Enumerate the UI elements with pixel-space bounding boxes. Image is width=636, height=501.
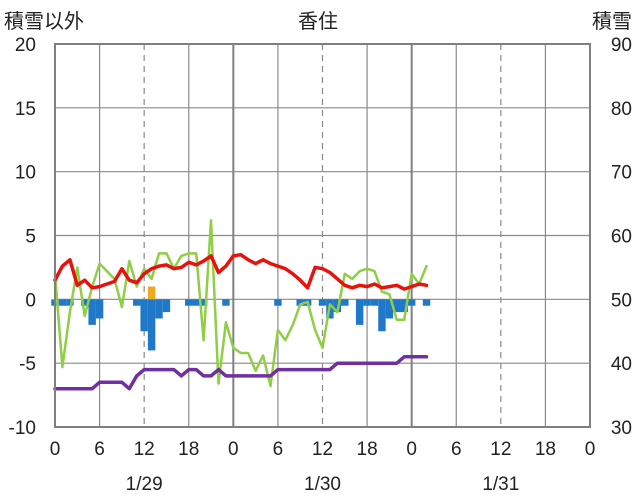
precip-bar [318,299,327,306]
precip-bar [192,299,200,306]
precip-bar [422,299,431,306]
precip-bar [407,299,416,306]
plot-frame [54,43,591,428]
precip-bar [385,299,394,319]
precip-bar [363,299,371,306]
right-y-tick-label: 60 [611,227,632,248]
x-tick-label: 18 [535,439,556,460]
precip-bar [199,299,208,306]
precip-bar [222,299,230,306]
wind-line [53,218,428,388]
left-y-tick-label: -5 [19,354,36,375]
precip-bar [185,299,193,306]
precip-bar [370,299,379,306]
left-axis-label: 積雪以外 [4,10,84,33]
precip-bar [133,299,141,306]
x-tick-label: 12 [490,439,511,460]
precip-bar [58,299,67,306]
x-tick-label: 18 [357,439,378,460]
series-lines [53,218,429,391]
precip-bar [393,299,401,313]
x-tick-label: 6 [451,439,462,460]
right-y-tick-label: 30 [611,418,632,439]
right-y-tick-label: 50 [611,290,632,311]
x-tick-label: 12 [134,439,155,460]
x-tick-label: 12 [312,439,333,460]
right-y-tick-label: 90 [611,35,632,56]
right-y-tick-label: 70 [611,163,632,184]
precip-bar [147,299,156,351]
precip-bar [355,299,364,325]
x-tick-label: 18 [178,439,199,460]
x-tick-label: 0 [585,439,596,460]
precipitation-bars [51,286,431,351]
chart-title: 香住 [298,10,338,33]
precip-bar [88,299,96,325]
precip-bar [400,299,408,313]
date-label: 1/30 [304,474,341,495]
date-labels: 1/29 1/30 1/31 [126,474,520,495]
x-tick-label: 0 [406,439,417,460]
precip-bar [81,299,89,306]
precip-bar [155,299,163,319]
date-label: 1/31 [482,474,519,495]
left-y-tick-label: 0 [25,290,36,311]
temperature-line [53,252,429,291]
left-y-tick-label: 5 [25,227,36,248]
x-tick-label: 6 [94,439,105,460]
right-y-tick-label: 40 [611,354,632,375]
precip-bar [66,299,74,306]
precip-bar-positive [147,286,156,300]
precip-bar [378,299,386,332]
left-y-tick-label: 10 [15,163,36,184]
right-y-ticks: 90 80 70 60 50 40 30 [611,35,632,439]
x-tick-label: 0 [50,439,61,460]
right-axis-label: 積雪 [592,10,632,33]
left-y-tick-label: -10 [9,418,36,439]
precip-bar [140,299,148,332]
precip-bar [162,299,171,313]
precip-bar [341,299,349,306]
right-y-tick-label: 80 [611,99,632,120]
x-tick-label: 0 [228,439,239,460]
left-y-ticks: 20 15 10 5 0 -5 -10 [9,35,36,439]
left-y-tick-label: 20 [15,35,36,56]
precip-bar [296,299,304,306]
left-y-tick-label: 15 [15,99,36,120]
date-label: 1/29 [126,474,163,495]
precip-bar [95,299,104,319]
x-tick-label: 6 [273,439,284,460]
snow-depth-line [53,355,429,391]
precip-bar [274,299,282,306]
x-hour-ticks: 0 6 12 18 0 6 12 18 0 6 12 18 0 [50,439,596,460]
